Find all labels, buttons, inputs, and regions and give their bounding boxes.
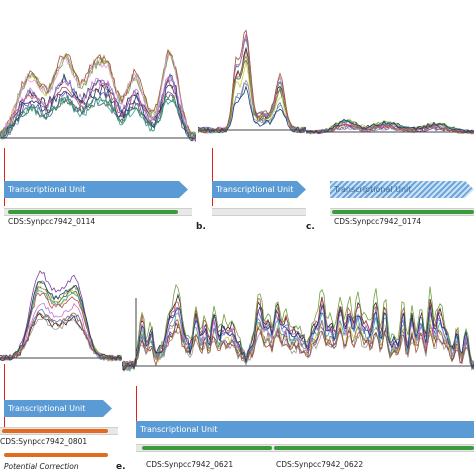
- expression-trace: [0, 51, 196, 142]
- panel-c: Transcriptional Unit CDS:Synpcc7942_0174…: [306, 0, 474, 235]
- marker-line: [4, 148, 5, 206]
- potential-correction-swatch: [4, 453, 108, 457]
- expression-plot-d: [0, 270, 122, 362]
- expression-trace: [0, 90, 196, 142]
- expression-trace: [306, 123, 474, 134]
- transcriptional-unit-arrow: Transcriptional Unit: [212, 181, 306, 198]
- expression-plot-e: [122, 283, 474, 373]
- expression-trace: [122, 329, 474, 372]
- cds-bar: [2, 429, 108, 433]
- expression-trace: [0, 84, 196, 142]
- expression-trace: [122, 283, 474, 372]
- cds-label: CDS:Synpcc7942_0174: [334, 217, 422, 226]
- potential-correction-label: Potential Correction: [4, 462, 79, 471]
- marker-line: [212, 148, 213, 206]
- panel-letter-b: b.: [196, 222, 206, 232]
- panel-b: Transcriptional Unit b.: [196, 0, 306, 235]
- expression-trace: [0, 52, 196, 140]
- expression-trace: [122, 303, 474, 372]
- transcriptional-unit-arrow: Transcriptional Unit: [136, 421, 474, 438]
- cds-track: [212, 208, 306, 216]
- panel-letter-c: c.: [306, 222, 315, 232]
- expression-plot-a: [0, 48, 196, 142]
- transcriptional-unit-arrow: Transcriptional Unit: [4, 400, 112, 417]
- panel-a: Transcriptional Unit CDS:Synpcc7942_0114: [0, 0, 196, 230]
- cds-bar-0621: [142, 446, 272, 450]
- cds-label: CDS:Synpcc7942_0801: [0, 437, 88, 446]
- expression-trace: [0, 73, 196, 139]
- expression-trace: [122, 305, 474, 370]
- expression-trace: [0, 77, 196, 140]
- expression-trace: [0, 280, 122, 362]
- expression-trace: [0, 311, 122, 362]
- expression-trace: [306, 126, 474, 135]
- expression-trace: [122, 322, 474, 371]
- cds-bar-0622: [274, 446, 474, 450]
- cds-bar: [332, 210, 474, 214]
- expression-trace: [306, 118, 474, 134]
- transcriptional-unit-arrow: Transcriptional Unit: [4, 181, 188, 198]
- expression-trace: [198, 29, 306, 134]
- expression-trace: [0, 292, 122, 362]
- marker-line: [4, 364, 5, 430]
- expression-trace: [0, 94, 196, 142]
- expression-plot-c: [306, 118, 474, 135]
- expression-trace: [0, 270, 122, 362]
- expression-plot-b: [198, 29, 306, 134]
- expression-trace: [0, 280, 122, 361]
- expression-trace: [122, 297, 474, 372]
- cds-bar: [8, 210, 178, 214]
- marker-line: [136, 386, 137, 436]
- expression-trace: [0, 76, 196, 142]
- panel-e: Transcriptional Unit CDS:Synpcc7942_0621…: [116, 238, 474, 474]
- cds-label: CDS:Synpcc7942_0114: [8, 217, 96, 226]
- panel-letter-e: e.: [116, 462, 126, 472]
- transcriptional-unit-arrow: Transcriptional Unit: [330, 181, 474, 198]
- panel-d: Transcriptional Unit CDS:Synpcc7942_0801…: [0, 238, 122, 474]
- cds-label-0622: CDS:Synpcc7942_0622: [276, 460, 364, 469]
- cds-label-0621: CDS:Synpcc7942_0621: [146, 460, 234, 469]
